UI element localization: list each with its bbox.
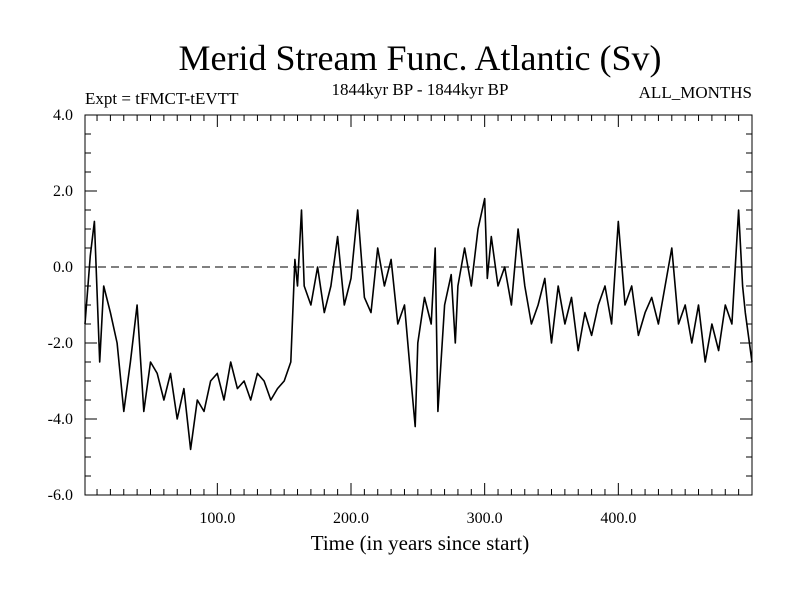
- x-tick-label: 300.0: [467, 510, 503, 527]
- x-tick-label: 100.0: [199, 510, 235, 527]
- chart-subtitle-left: Expt = tFMCT-tEVTT: [85, 89, 239, 108]
- chart-title: Merid Stream Func. Atlantic (Sv): [179, 38, 662, 78]
- chart-subtitle-center: 1844kyr BP - 1844kyr BP: [332, 80, 509, 99]
- plot-content: [84, 197, 753, 451]
- plot-frame: [84, 114, 753, 496]
- y-tick-label: -6.0: [48, 487, 73, 504]
- x-tick-label: 400.0: [600, 510, 636, 527]
- y-tick-label: -4.0: [48, 411, 73, 428]
- y-tick-label: 2.0: [53, 183, 73, 200]
- y-tick-label: 0.0: [53, 259, 73, 276]
- y-tick-label: -2.0: [48, 335, 73, 352]
- chart-subtitle-right: ALL_MONTHS: [639, 83, 752, 102]
- x-axis-label: Time (in years since start): [311, 531, 530, 555]
- x-tick-label: 200.0: [333, 510, 369, 527]
- y-tick-label: 4.0: [53, 107, 73, 124]
- series-line-0: [84, 197, 753, 451]
- axis-ticks: 100.0 200.0 300.0 400.0 4.0 2.0 0.0 -2.0 -4.0 -6.…: [48, 107, 752, 527]
